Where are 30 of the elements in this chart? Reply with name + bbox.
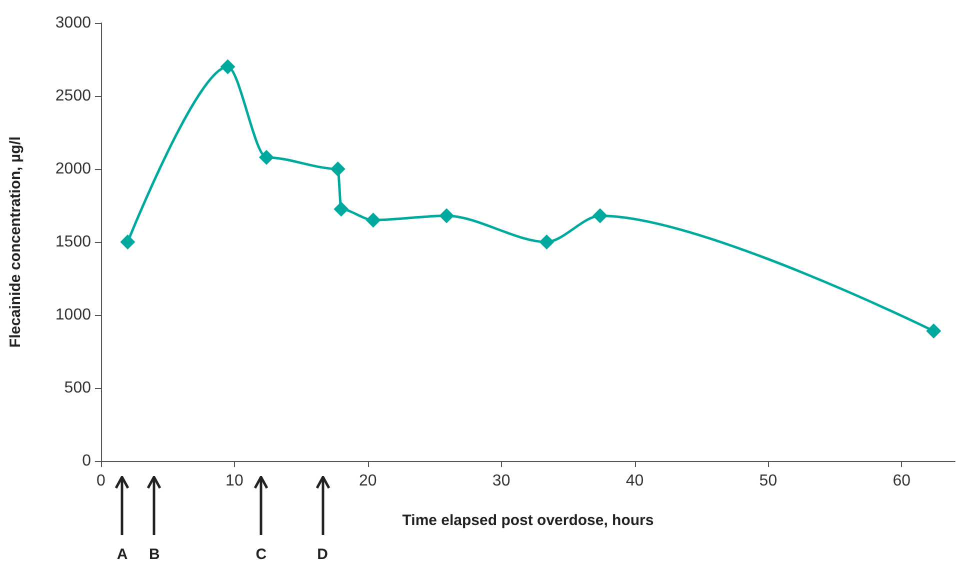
point (220, 59, 236, 74)
point (330, 162, 346, 176)
point (366, 212, 381, 228)
ref-line-label: A (116, 546, 128, 563)
x-tick-label: 20 (358, 472, 377, 490)
y-tick-label: 3000 (55, 14, 92, 32)
y-tick-label: 2500 (55, 88, 92, 104)
y-axis-title: Flecainide concentration, µg/l (7, 136, 24, 348)
point (592, 208, 608, 224)
y-tick-label: 2000 (55, 160, 92, 178)
x-tick-label: 40 (626, 472, 644, 490)
y-tick-label: 1500 (55, 234, 92, 250)
point (926, 324, 942, 339)
y-tick-label: 500 (64, 380, 92, 396)
x-tick-label: 60 (892, 472, 911, 490)
ref-line-label: D (317, 546, 328, 563)
x-axis-title: Time elapsed post overdose, hours (402, 512, 654, 529)
ref-line-label: C (256, 546, 267, 563)
x-tick-label: 10 (226, 472, 244, 490)
point (120, 234, 136, 250)
x-tick-label: 0 (96, 472, 106, 490)
ref-line-label: B (148, 546, 160, 563)
point (334, 202, 349, 217)
y-tick-label: 0 (82, 452, 92, 470)
point (258, 150, 274, 165)
y-tick-label: 1000 (55, 306, 92, 324)
x-tick-label: 50 (759, 472, 778, 490)
x-tick-label: 30 (492, 472, 510, 490)
point (539, 234, 554, 250)
point (439, 208, 454, 224)
